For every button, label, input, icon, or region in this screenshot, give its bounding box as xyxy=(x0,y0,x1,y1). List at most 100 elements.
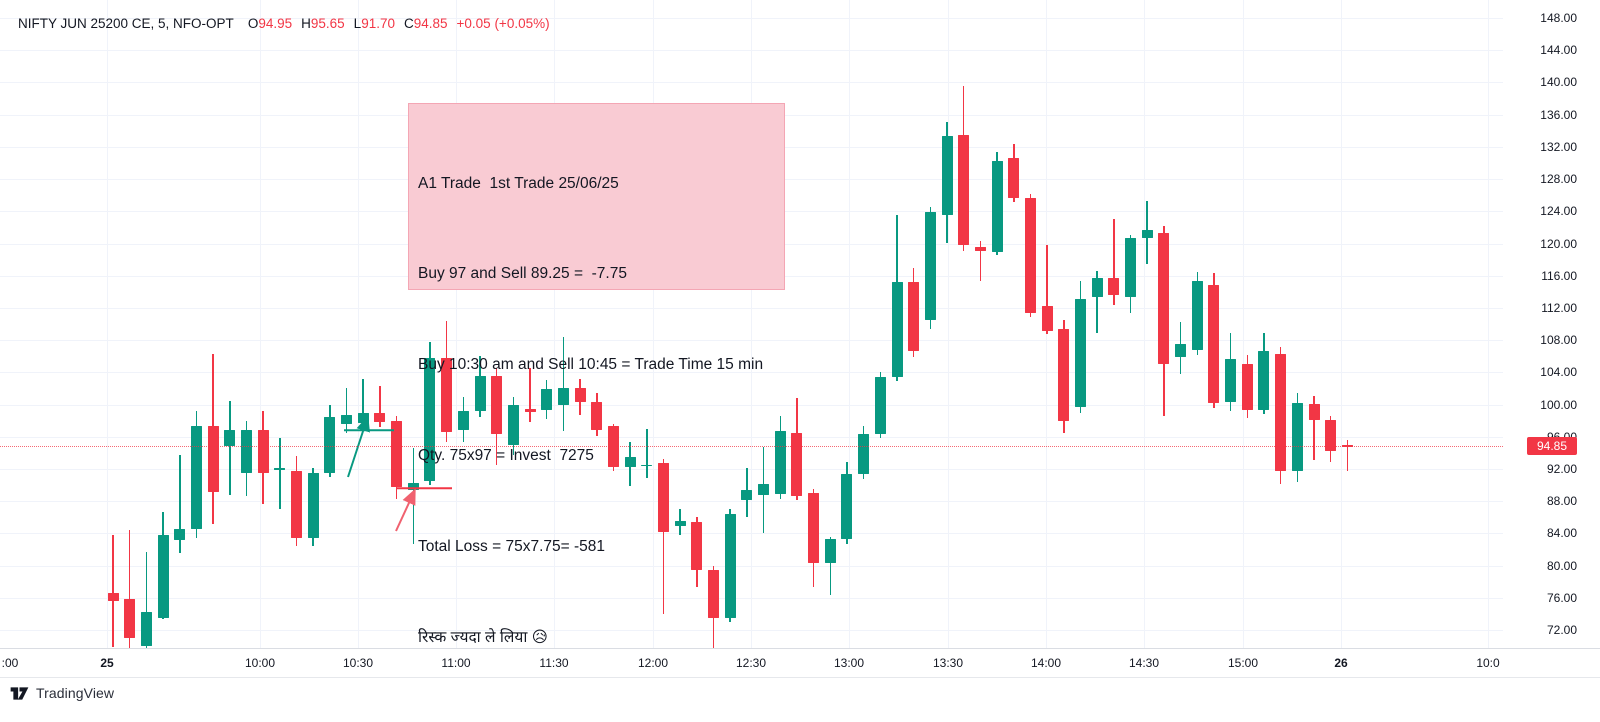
candle[interactable] xyxy=(1158,233,1170,364)
candle[interactable] xyxy=(1325,419,1337,452)
candle[interactable] xyxy=(124,598,136,639)
candle[interactable] xyxy=(341,415,352,424)
candle[interactable] xyxy=(824,539,836,564)
note-line: Buy 97 and Sell 89.25 = -7.75 xyxy=(418,265,627,283)
candle-wick xyxy=(412,448,414,544)
tradingview-logo[interactable]: TradingView xyxy=(9,685,114,701)
trade-note-annotation[interactable]: A1 Trade 1st Trade 25/06/25 Buy 97 and S… xyxy=(408,103,785,646)
candle[interactable] xyxy=(908,282,920,352)
candle[interactable] xyxy=(1258,350,1270,411)
candle[interactable] xyxy=(791,432,803,497)
candle[interactable] xyxy=(941,135,953,216)
candle[interactable] xyxy=(357,413,369,424)
candle[interactable] xyxy=(674,521,686,527)
candle[interactable] xyxy=(1275,353,1287,472)
candle[interactable] xyxy=(991,160,1003,252)
candle[interactable] xyxy=(874,377,886,435)
candle[interactable] xyxy=(140,612,152,647)
candle[interactable] xyxy=(157,535,169,618)
candle[interactable] xyxy=(841,473,853,539)
candle[interactable] xyxy=(1175,344,1186,357)
price-tick-label: 140.00 xyxy=(1540,75,1577,90)
candle[interactable] xyxy=(1108,278,1120,295)
candle[interactable] xyxy=(557,388,569,406)
ohlc-key: L xyxy=(353,15,362,31)
symbol-title[interactable]: NIFTY JUN 25200 CE, 5, NFO-OPT xyxy=(18,15,234,31)
candle[interactable] xyxy=(507,405,519,445)
candle[interactable] xyxy=(1341,445,1353,447)
candle[interactable] xyxy=(1008,158,1020,199)
candle[interactable] xyxy=(307,473,319,539)
candle[interactable] xyxy=(424,357,436,481)
candle[interactable] xyxy=(491,376,503,435)
candle[interactable] xyxy=(374,413,386,423)
candle[interactable] xyxy=(1058,328,1070,422)
candle[interactable] xyxy=(274,468,286,471)
candle-wick xyxy=(1096,270,1098,333)
ohlc-value: 94.95 xyxy=(258,15,293,31)
candle[interactable] xyxy=(1125,237,1136,297)
candle[interactable] xyxy=(758,484,769,495)
price-tick-label: 100.00 xyxy=(1540,397,1577,412)
candle[interactable] xyxy=(474,376,486,411)
candle[interactable] xyxy=(1024,198,1036,313)
candle[interactable] xyxy=(641,464,653,467)
note-line: Total Loss = 75x7.75= -581 xyxy=(418,538,605,556)
candle[interactable] xyxy=(924,212,936,320)
chart-pane[interactable]: NIFTY JUN 25200 CE, 5, NFO-OPT O94.95 H95… xyxy=(0,0,1503,648)
candle-wick xyxy=(646,428,648,478)
candle[interactable] xyxy=(1208,285,1220,403)
candle[interactable] xyxy=(407,482,419,490)
candle[interactable] xyxy=(1241,363,1253,411)
candle[interactable] xyxy=(1141,229,1153,238)
candle[interactable] xyxy=(624,456,636,467)
candle[interactable] xyxy=(1191,281,1203,350)
candle[interactable] xyxy=(774,431,786,494)
candle[interactable] xyxy=(224,429,236,446)
candle[interactable] xyxy=(391,420,403,488)
note-line: Qty. 75x97 = Invest 7275 xyxy=(418,447,594,465)
tradingview-logo-text: TradingView xyxy=(36,685,115,701)
candle[interactable] xyxy=(891,282,903,378)
candle[interactable] xyxy=(741,489,753,501)
candle[interactable] xyxy=(240,429,252,473)
time-axis[interactable]: :00 25 10:00 10:30 11:00 11:30 12:00 12:30 13:00… xyxy=(0,648,1600,678)
sell-arrow[interactable] xyxy=(395,488,416,532)
price-tick-label: 92.00 xyxy=(1546,461,1577,476)
candle[interactable] xyxy=(708,570,719,618)
candle[interactable] xyxy=(457,411,469,430)
candle[interactable] xyxy=(1225,359,1237,403)
vertical-gridline xyxy=(948,0,949,648)
candle[interactable] xyxy=(291,471,302,539)
candle[interactable] xyxy=(958,134,970,246)
ohlc-key: H xyxy=(301,15,311,31)
symbol-legend[interactable]: NIFTY JUN 25200 CE, 5, NFO-OPT O94.95 H95… xyxy=(18,13,550,33)
candle[interactable] xyxy=(107,593,119,602)
candle[interactable] xyxy=(1308,403,1320,420)
candle[interactable] xyxy=(441,357,453,432)
candle[interactable] xyxy=(1041,305,1053,332)
candle-wick xyxy=(362,378,364,430)
candle[interactable] xyxy=(1291,402,1303,472)
candle[interactable] xyxy=(1074,299,1086,407)
candle[interactable] xyxy=(591,402,603,431)
candle[interactable] xyxy=(324,417,336,473)
candle[interactable] xyxy=(574,388,586,403)
candle[interactable] xyxy=(808,493,820,564)
candle[interactable] xyxy=(657,463,669,532)
candle[interactable] xyxy=(1091,278,1103,298)
candle[interactable] xyxy=(207,426,219,493)
candle[interactable] xyxy=(524,408,536,412)
candle[interactable] xyxy=(257,430,269,473)
candle[interactable] xyxy=(858,434,870,474)
candle[interactable] xyxy=(974,246,986,252)
ohlc-token: C94.85 xyxy=(404,16,448,31)
candle[interactable] xyxy=(691,522,703,571)
candle[interactable] xyxy=(190,426,202,529)
candle[interactable] xyxy=(541,389,553,411)
candle[interactable] xyxy=(174,528,186,540)
candle[interactable] xyxy=(724,514,736,618)
time-tick-label: 13:00 xyxy=(833,656,865,670)
price-axis[interactable]: 148.00 144.00 140.00 136.00 132.00 128.00 124.… xyxy=(1503,0,1600,678)
candle-wick xyxy=(112,535,114,647)
